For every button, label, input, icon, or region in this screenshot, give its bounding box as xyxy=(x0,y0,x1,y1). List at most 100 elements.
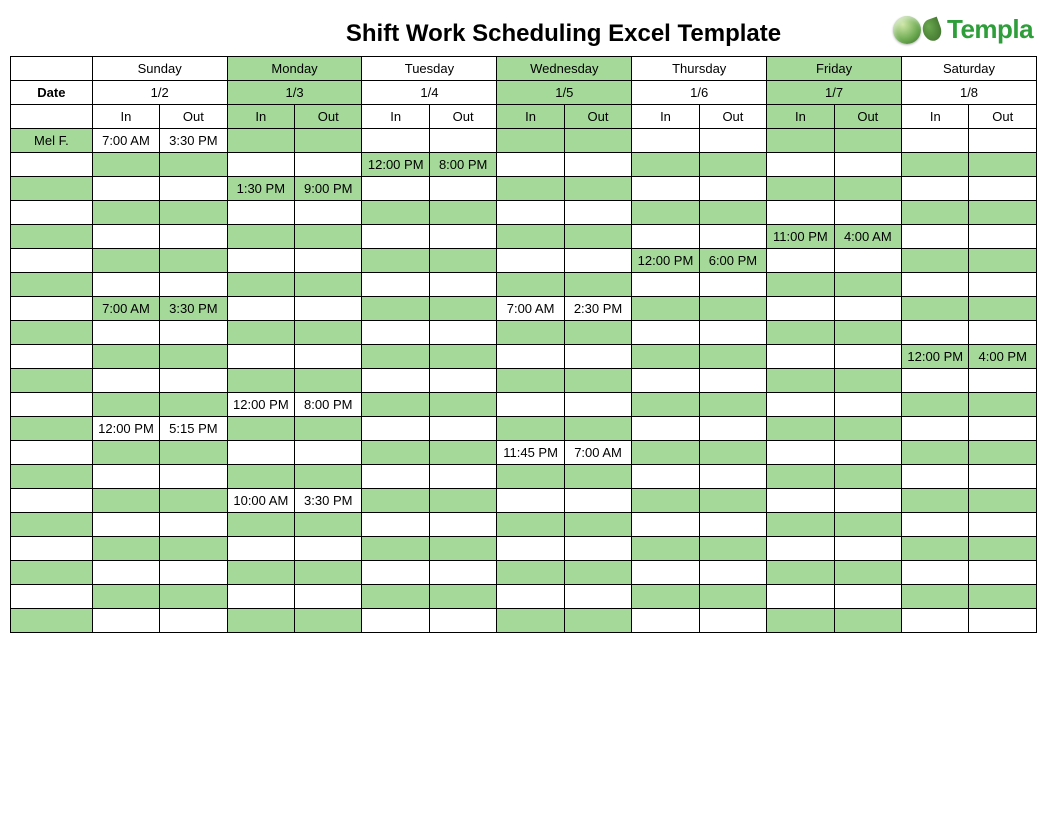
time-in-cell[interactable] xyxy=(497,585,564,609)
time-out-cell[interactable] xyxy=(699,513,766,537)
time-in-cell[interactable] xyxy=(227,129,294,153)
time-in-cell[interactable] xyxy=(632,321,699,345)
time-out-cell[interactable] xyxy=(699,489,766,513)
time-in-cell[interactable] xyxy=(362,249,429,273)
time-in-cell[interactable] xyxy=(767,513,834,537)
time-out-cell[interactable]: 2:30 PM xyxy=(564,297,631,321)
time-out-cell[interactable] xyxy=(969,393,1037,417)
time-in-cell[interactable]: 7:00 AM xyxy=(92,129,159,153)
time-out-cell[interactable] xyxy=(969,369,1037,393)
time-in-cell[interactable] xyxy=(902,537,969,561)
time-out-cell[interactable] xyxy=(834,201,901,225)
time-in-cell[interactable] xyxy=(362,513,429,537)
time-out-cell[interactable] xyxy=(160,225,227,249)
time-in-cell[interactable] xyxy=(767,201,834,225)
time-out-cell[interactable] xyxy=(429,393,496,417)
time-in-cell[interactable] xyxy=(902,129,969,153)
time-out-cell[interactable] xyxy=(160,153,227,177)
time-out-cell[interactable] xyxy=(429,201,496,225)
time-in-cell[interactable] xyxy=(767,177,834,201)
time-out-cell[interactable] xyxy=(429,297,496,321)
time-out-cell[interactable] xyxy=(969,129,1037,153)
time-in-cell[interactable]: 7:00 AM xyxy=(92,297,159,321)
time-out-cell[interactable] xyxy=(834,177,901,201)
time-out-cell[interactable] xyxy=(295,225,362,249)
time-out-cell[interactable] xyxy=(160,585,227,609)
time-in-cell[interactable] xyxy=(227,249,294,273)
time-in-cell[interactable] xyxy=(362,393,429,417)
time-out-cell[interactable] xyxy=(564,249,631,273)
time-out-cell[interactable] xyxy=(699,369,766,393)
time-in-cell[interactable] xyxy=(632,417,699,441)
time-out-cell[interactable]: 3:30 PM xyxy=(160,129,227,153)
time-out-cell[interactable] xyxy=(969,273,1037,297)
time-out-cell[interactable] xyxy=(564,321,631,345)
time-out-cell[interactable] xyxy=(699,201,766,225)
time-in-cell[interactable] xyxy=(767,345,834,369)
time-in-cell[interactable] xyxy=(362,177,429,201)
time-in-cell[interactable] xyxy=(92,177,159,201)
time-out-cell[interactable] xyxy=(295,441,362,465)
time-in-cell[interactable]: 11:45 PM xyxy=(497,441,564,465)
time-out-cell[interactable] xyxy=(429,369,496,393)
time-in-cell[interactable]: 12:00 PM xyxy=(902,345,969,369)
time-in-cell[interactable] xyxy=(362,225,429,249)
time-out-cell[interactable] xyxy=(699,273,766,297)
time-in-cell[interactable] xyxy=(227,465,294,489)
time-in-cell[interactable] xyxy=(227,297,294,321)
time-out-cell[interactable] xyxy=(969,489,1037,513)
time-out-cell[interactable] xyxy=(564,489,631,513)
time-in-cell[interactable] xyxy=(92,465,159,489)
time-out-cell[interactable] xyxy=(564,561,631,585)
time-out-cell[interactable] xyxy=(699,441,766,465)
time-in-cell[interactable] xyxy=(227,585,294,609)
time-in-cell[interactable] xyxy=(227,321,294,345)
time-out-cell[interactable] xyxy=(160,609,227,633)
time-in-cell[interactable] xyxy=(632,369,699,393)
time-out-cell[interactable] xyxy=(564,369,631,393)
time-out-cell[interactable]: 4:00 PM xyxy=(969,345,1037,369)
time-in-cell[interactable] xyxy=(497,249,564,273)
time-out-cell[interactable] xyxy=(834,465,901,489)
time-in-cell[interactable] xyxy=(632,129,699,153)
time-out-cell[interactable] xyxy=(429,225,496,249)
time-out-cell[interactable] xyxy=(564,225,631,249)
time-in-cell[interactable] xyxy=(632,297,699,321)
time-in-cell[interactable] xyxy=(227,201,294,225)
time-in-cell[interactable] xyxy=(362,585,429,609)
time-out-cell[interactable] xyxy=(699,609,766,633)
time-in-cell[interactable] xyxy=(92,561,159,585)
time-out-cell[interactable] xyxy=(834,537,901,561)
time-out-cell[interactable] xyxy=(969,537,1037,561)
time-in-cell[interactable] xyxy=(767,273,834,297)
time-out-cell[interactable] xyxy=(295,465,362,489)
time-in-cell[interactable] xyxy=(92,273,159,297)
time-out-cell[interactable] xyxy=(834,129,901,153)
time-in-cell[interactable]: 10:00 AM xyxy=(227,489,294,513)
time-in-cell[interactable] xyxy=(632,465,699,489)
time-out-cell[interactable] xyxy=(295,201,362,225)
time-in-cell[interactable] xyxy=(902,177,969,201)
time-out-cell[interactable] xyxy=(834,321,901,345)
time-out-cell[interactable]: 9:00 PM xyxy=(295,177,362,201)
time-in-cell[interactable] xyxy=(632,393,699,417)
time-out-cell[interactable] xyxy=(834,273,901,297)
time-out-cell[interactable] xyxy=(295,417,362,441)
time-out-cell[interactable] xyxy=(834,345,901,369)
time-in-cell[interactable] xyxy=(632,345,699,369)
time-out-cell[interactable] xyxy=(160,321,227,345)
time-out-cell[interactable] xyxy=(564,537,631,561)
time-in-cell[interactable] xyxy=(362,537,429,561)
time-out-cell[interactable] xyxy=(564,513,631,537)
time-in-cell[interactable] xyxy=(632,585,699,609)
time-in-cell[interactable] xyxy=(497,321,564,345)
time-out-cell[interactable] xyxy=(564,345,631,369)
time-out-cell[interactable] xyxy=(160,561,227,585)
time-out-cell[interactable] xyxy=(564,465,631,489)
time-in-cell[interactable] xyxy=(92,585,159,609)
time-in-cell[interactable] xyxy=(362,345,429,369)
time-in-cell[interactable] xyxy=(92,201,159,225)
time-out-cell[interactable] xyxy=(160,201,227,225)
time-out-cell[interactable] xyxy=(564,201,631,225)
time-out-cell[interactable] xyxy=(429,465,496,489)
